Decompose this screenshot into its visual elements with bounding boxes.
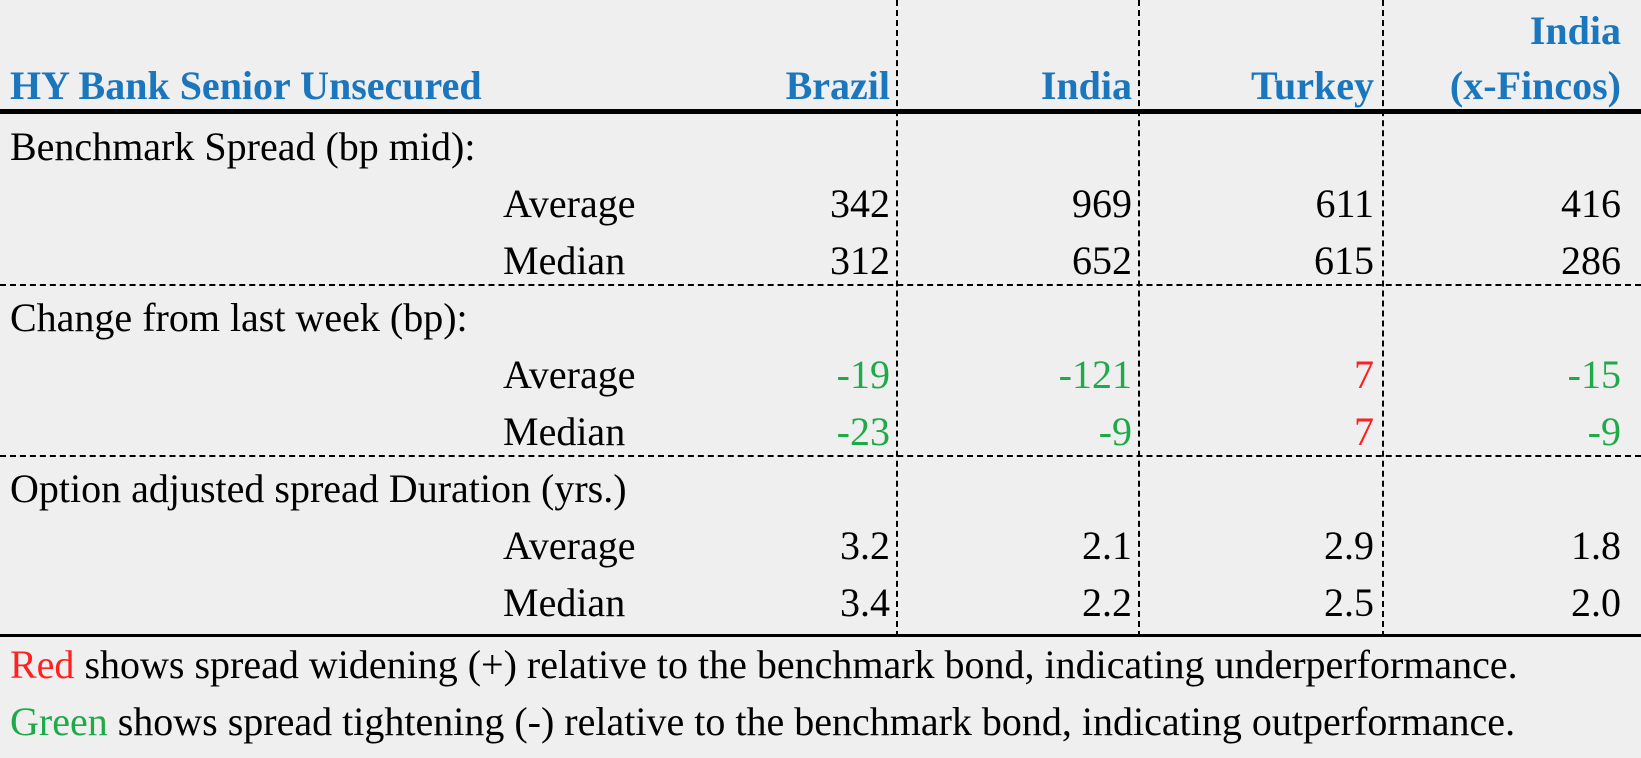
table-header: HY Bank Senior Unsecured Brazil India Tu… <box>0 0 1641 114</box>
note-green-text: shows spread tightening (-) relative to … <box>107 699 1516 744</box>
row-label: Median <box>503 580 626 625</box>
table-cell: 286 <box>1561 238 1621 283</box>
table-cell: 2.1 <box>1082 523 1132 568</box>
table-cell: 7 <box>1354 409 1374 454</box>
section-divider <box>0 284 1641 286</box>
column-divider <box>1138 0 1140 637</box>
row-label: Average <box>503 523 636 568</box>
column-header-india-xfincos-line2: (x-Fincos) <box>1449 63 1621 108</box>
footer-divider <box>0 634 1641 637</box>
column-header-india: India <box>1040 63 1132 108</box>
note-green-word: Green <box>10 699 108 744</box>
table-cell: 2.2 <box>1082 580 1132 625</box>
table-cell: 312 <box>830 238 890 283</box>
note-red-word: Red <box>10 642 75 687</box>
table-title: HY Bank Senior Unsecured <box>10 63 482 108</box>
table-cell: 416 <box>1561 181 1621 226</box>
section-divider <box>0 455 1641 457</box>
table-cell: -9 <box>1587 409 1621 454</box>
note-red: Red shows spread widening (+) relative t… <box>10 637 1518 693</box>
note-red-text: shows spread widening (+) relative to th… <box>74 642 1518 687</box>
table-cell: -9 <box>1098 409 1132 454</box>
table-cell: 2.0 <box>1571 580 1621 625</box>
section-title: Change from last week (bp): <box>10 295 468 340</box>
column-divider <box>896 0 898 637</box>
table-cell: -121 <box>1058 352 1132 397</box>
table-cell: 652 <box>1072 238 1132 283</box>
row-label: Median <box>503 409 626 454</box>
note-green: Green shows spread tightening (-) relati… <box>10 694 1515 750</box>
column-header-india-xfincos-line1: India <box>1529 8 1621 53</box>
row-label: Average <box>503 181 636 226</box>
table-cell: 2.9 <box>1324 523 1374 568</box>
section-title: Benchmark Spread (bp mid): <box>10 124 476 169</box>
column-header-brazil: Brazil <box>785 63 890 108</box>
table-cell: -19 <box>836 352 890 397</box>
table-cell: 969 <box>1072 181 1132 226</box>
section-title: Option adjusted spread Duration (yrs.) <box>10 466 627 511</box>
table-cell: -23 <box>836 409 890 454</box>
row-label: Average <box>503 352 636 397</box>
table-cell: 615 <box>1314 238 1374 283</box>
table-cell: 2.5 <box>1324 580 1374 625</box>
table-cell: 342 <box>830 181 890 226</box>
table-cell: 611 <box>1315 181 1374 226</box>
table-cell: 7 <box>1354 352 1374 397</box>
table-cell: 1.8 <box>1571 523 1621 568</box>
table-cell: -15 <box>1567 352 1621 397</box>
table-cell: 3.2 <box>840 523 890 568</box>
table-cell: 3.4 <box>840 580 890 625</box>
column-divider <box>1382 0 1384 637</box>
column-header-turkey: Turkey <box>1250 63 1374 108</box>
row-label: Median <box>503 238 626 283</box>
